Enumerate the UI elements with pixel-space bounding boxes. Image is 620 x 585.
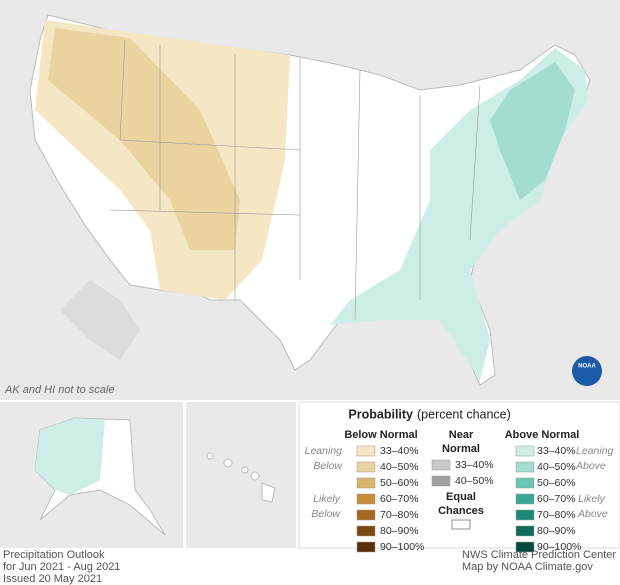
footer-left: Precipitation Outlook <box>3 549 105 561</box>
legend-swatch <box>431 459 451 471</box>
legend-swatch <box>356 541 376 553</box>
alaska-above-region <box>35 418 105 495</box>
legend-label: 33–40% <box>537 445 576 457</box>
legend-label: 33–40% <box>380 445 419 457</box>
legend-swatch <box>356 461 376 473</box>
legend-swatch <box>356 445 376 457</box>
side-label: Below <box>311 508 341 520</box>
group-heading: Near <box>449 429 474 441</box>
side-label: Above <box>577 508 608 520</box>
legend-label: 50–60% <box>380 477 419 489</box>
group-heading: Below Normal <box>344 429 417 441</box>
legend-label: 40–50% <box>380 461 419 473</box>
side-label: Likely <box>578 493 606 505</box>
mexico-land <box>60 280 140 360</box>
legend-swatch <box>515 525 535 537</box>
group-heading: Above Normal <box>505 429 580 441</box>
legend-label: 70–80% <box>380 509 419 521</box>
legend-label: 33–40% <box>455 459 494 471</box>
side-label: Below <box>313 460 343 472</box>
legend-swatch <box>356 525 376 537</box>
legend-swatch <box>515 541 535 553</box>
scale-note: AK and HI not to scale <box>4 384 114 396</box>
legend-subtitle: (percent chance) <box>417 407 511 421</box>
legend-label: 40–50% <box>537 461 576 473</box>
hawaii <box>206 452 276 503</box>
above-40-50-region <box>490 62 575 200</box>
legend-title: Probability <box>348 407 413 421</box>
legend-label: 70–80% <box>537 509 576 521</box>
side-label: Leaning <box>305 445 343 457</box>
legend-swatch <box>431 475 451 487</box>
side-label: Above <box>575 460 606 472</box>
footer-left: Issued 20 May 2021 <box>3 573 102 585</box>
legend-label: 90–100% <box>537 541 581 553</box>
legend-swatch <box>356 477 376 489</box>
legend-label: 60–70% <box>537 493 576 505</box>
legend-swatch <box>515 493 535 505</box>
legend-label: 50–60% <box>537 477 576 489</box>
legend-label: 80–90% <box>537 525 576 537</box>
side-label: Leaning <box>576 445 614 457</box>
equal-chances-label: Chances <box>438 505 484 517</box>
legend-swatch <box>515 477 535 489</box>
group-heading: Normal <box>442 443 480 455</box>
footer-right: NWS Climate Prediction Center <box>462 549 616 561</box>
side-label: Likely <box>313 493 341 505</box>
legend: Below Normal 33–40% 40–50% 50–60% 60–70% 70–8… <box>305 429 614 553</box>
legend-swatch <box>515 461 535 473</box>
legend-label: 90–100% <box>380 541 424 553</box>
logo-text: NOAA <box>578 364 596 370</box>
legend-swatch <box>515 445 535 457</box>
legend-label: 80–90% <box>380 525 419 537</box>
state-borders <box>109 39 481 321</box>
footer-right: Map by NOAA Climate.gov <box>462 561 593 573</box>
equal-chances-label: Equal <box>446 491 476 503</box>
legend-label: 60–70% <box>380 493 419 505</box>
legend-swatch <box>356 493 376 505</box>
noaa-logo <box>572 356 602 386</box>
footer-left: for Jun 2021 - Aug 2021 <box>3 561 120 573</box>
legend-swatch <box>515 509 535 521</box>
legend-swatch <box>356 509 376 521</box>
equal-chances-swatch <box>451 519 471 530</box>
hawaii-panel <box>186 402 296 548</box>
legend-label: 40–50% <box>455 475 494 487</box>
below-40-50-region <box>48 28 240 250</box>
